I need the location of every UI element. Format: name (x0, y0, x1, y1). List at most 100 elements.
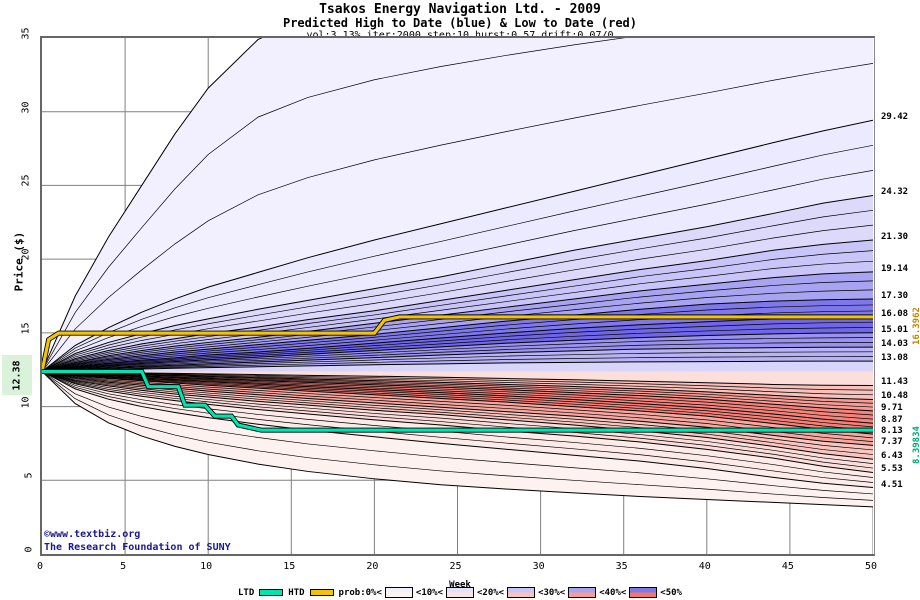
contour-line (42, 371, 873, 420)
y-axis-tick: 25 (20, 174, 32, 187)
x-axis-label: Week (449, 580, 471, 590)
ltd-end-value-label: 8.39834 (912, 426, 920, 465)
band-high-band-30% (42, 239, 873, 372)
y-axis-tick: 30 (20, 101, 32, 114)
y-axis-tick: 10 (20, 396, 32, 409)
credit-website: ©www.textbiz.org (44, 529, 141, 540)
contour-line (42, 260, 873, 372)
series-LTD (42, 369, 873, 432)
legend-ltd-swatch (259, 589, 284, 596)
x-axis-tick: 5 (120, 561, 127, 572)
band-low-band-20% (42, 371, 873, 473)
contour-line (42, 371, 873, 439)
band-low-outer-0% (42, 371, 873, 507)
band-low-band-50% (42, 371, 873, 435)
x-axis-tick: 35 (615, 561, 628, 572)
band-low-inner-11 (42, 371, 873, 386)
contour-line (42, 224, 873, 372)
contour-line (42, 321, 873, 372)
band-edge-high-inner-14 (42, 346, 873, 372)
contour-line (42, 371, 873, 408)
right-edge-label: 29.42 (881, 112, 909, 123)
band-high-inner-13 (42, 361, 873, 372)
legend: LTD HTD prob:0%< <10%< <20%< <30%< <40%<… (0, 587, 920, 598)
contour-line (42, 38, 626, 372)
y-axis-tick: 35 (20, 27, 32, 40)
credit-organization: The Research Foundation of SUNY (44, 542, 231, 553)
band-edge-high-inner-15 (42, 332, 873, 372)
legend-b40-label: <40%< (599, 587, 627, 598)
contour-line (42, 304, 873, 372)
contour-line (42, 337, 873, 372)
plot-area (40, 36, 875, 556)
contour-line (42, 356, 873, 372)
band-edge-high-outer-0% (42, 38, 263, 372)
contour-line (42, 351, 873, 372)
right-edge-label: 8.87 (881, 415, 903, 426)
current-price-value: 12.38 (11, 359, 23, 391)
right-edge-label: 9.71 (881, 402, 903, 413)
contour-line (42, 250, 873, 372)
right-edge-label: 24.32 (881, 187, 909, 198)
contour-line (42, 371, 873, 478)
legend-prob-label: prob:0%< (338, 587, 382, 598)
current-price-tick: 12.38 (2, 355, 32, 395)
legend-htd-label: HTD (288, 587, 305, 598)
chart-title: Tsakos Energy Navigation Ltd. - 2009 (319, 2, 601, 17)
band-edge-high-band-20% (42, 194, 873, 372)
band-high-median-high (42, 316, 873, 372)
x-axis-tick: 15 (283, 561, 296, 572)
x-axis-tick: 45 (781, 561, 794, 572)
contour-line (42, 371, 873, 501)
contour-line (42, 371, 873, 451)
y-axis-label: Price ($) (12, 231, 26, 292)
right-edge-label: 11.43 (881, 377, 909, 388)
band-edge-high-band-40% (42, 271, 873, 372)
legend-ltd-label: LTD (238, 587, 255, 598)
legend-b50-label: <50% (660, 587, 682, 598)
right-edge-label: 6.43 (881, 451, 903, 462)
legend-swatch-30-40 (568, 587, 597, 598)
contour-line (42, 327, 873, 372)
right-edge-label: 7.37 (881, 437, 903, 448)
htd-end-value-label: 16.3962 (912, 306, 920, 345)
band-edge-low-outer-0% (42, 371, 873, 508)
legend-swatch-0-10 (384, 587, 413, 598)
contour-line (42, 341, 873, 372)
band-high-outer-0% (42, 38, 873, 372)
legend-b20-label: <20%< (477, 587, 505, 598)
legend-swatch-40-50 (629, 587, 658, 598)
x-axis-tick: 30 (532, 561, 545, 572)
band-edge-low-median-low (42, 370, 873, 424)
credits: ©www.textbiz.org The Research Foundation… (44, 528, 231, 554)
right-edge-label: 19.14 (881, 263, 909, 274)
right-edge-label: 16.08 (881, 308, 909, 319)
contour-line (42, 371, 873, 495)
band-edge-low-inner-9 (42, 370, 873, 412)
x-axis-tick: 0 (36, 561, 44, 572)
right-edge-label: 14.03 (881, 339, 909, 350)
contour-line (42, 371, 873, 464)
x-axis-tick: 10 (200, 561, 213, 572)
right-edge-label: 5.53 (881, 464, 903, 475)
fan-chart-svg (42, 38, 873, 554)
contour-line (42, 280, 873, 372)
x-axis-tick: 40 (698, 561, 711, 572)
band-edge-high-band-30% (42, 239, 873, 372)
band-high-band-10% (42, 120, 873, 372)
contour-line (42, 170, 873, 372)
band-low-band-30% (42, 371, 873, 460)
x-axis-tick: 25 (449, 561, 462, 572)
y-axis-tick: 5 (23, 472, 35, 479)
band-edge-low-band-30% (42, 370, 873, 460)
contour-line (42, 209, 873, 372)
band-high-band-20% (42, 195, 873, 372)
band-edge-high-median-high (42, 316, 873, 372)
contour-line (42, 144, 873, 372)
legend-swatch-10-20 (446, 587, 474, 598)
contour-line (42, 371, 873, 431)
series-HTD (42, 315, 873, 372)
right-edge-label: 21.30 (881, 231, 909, 242)
legend-b30-label: <30%< (538, 587, 566, 598)
